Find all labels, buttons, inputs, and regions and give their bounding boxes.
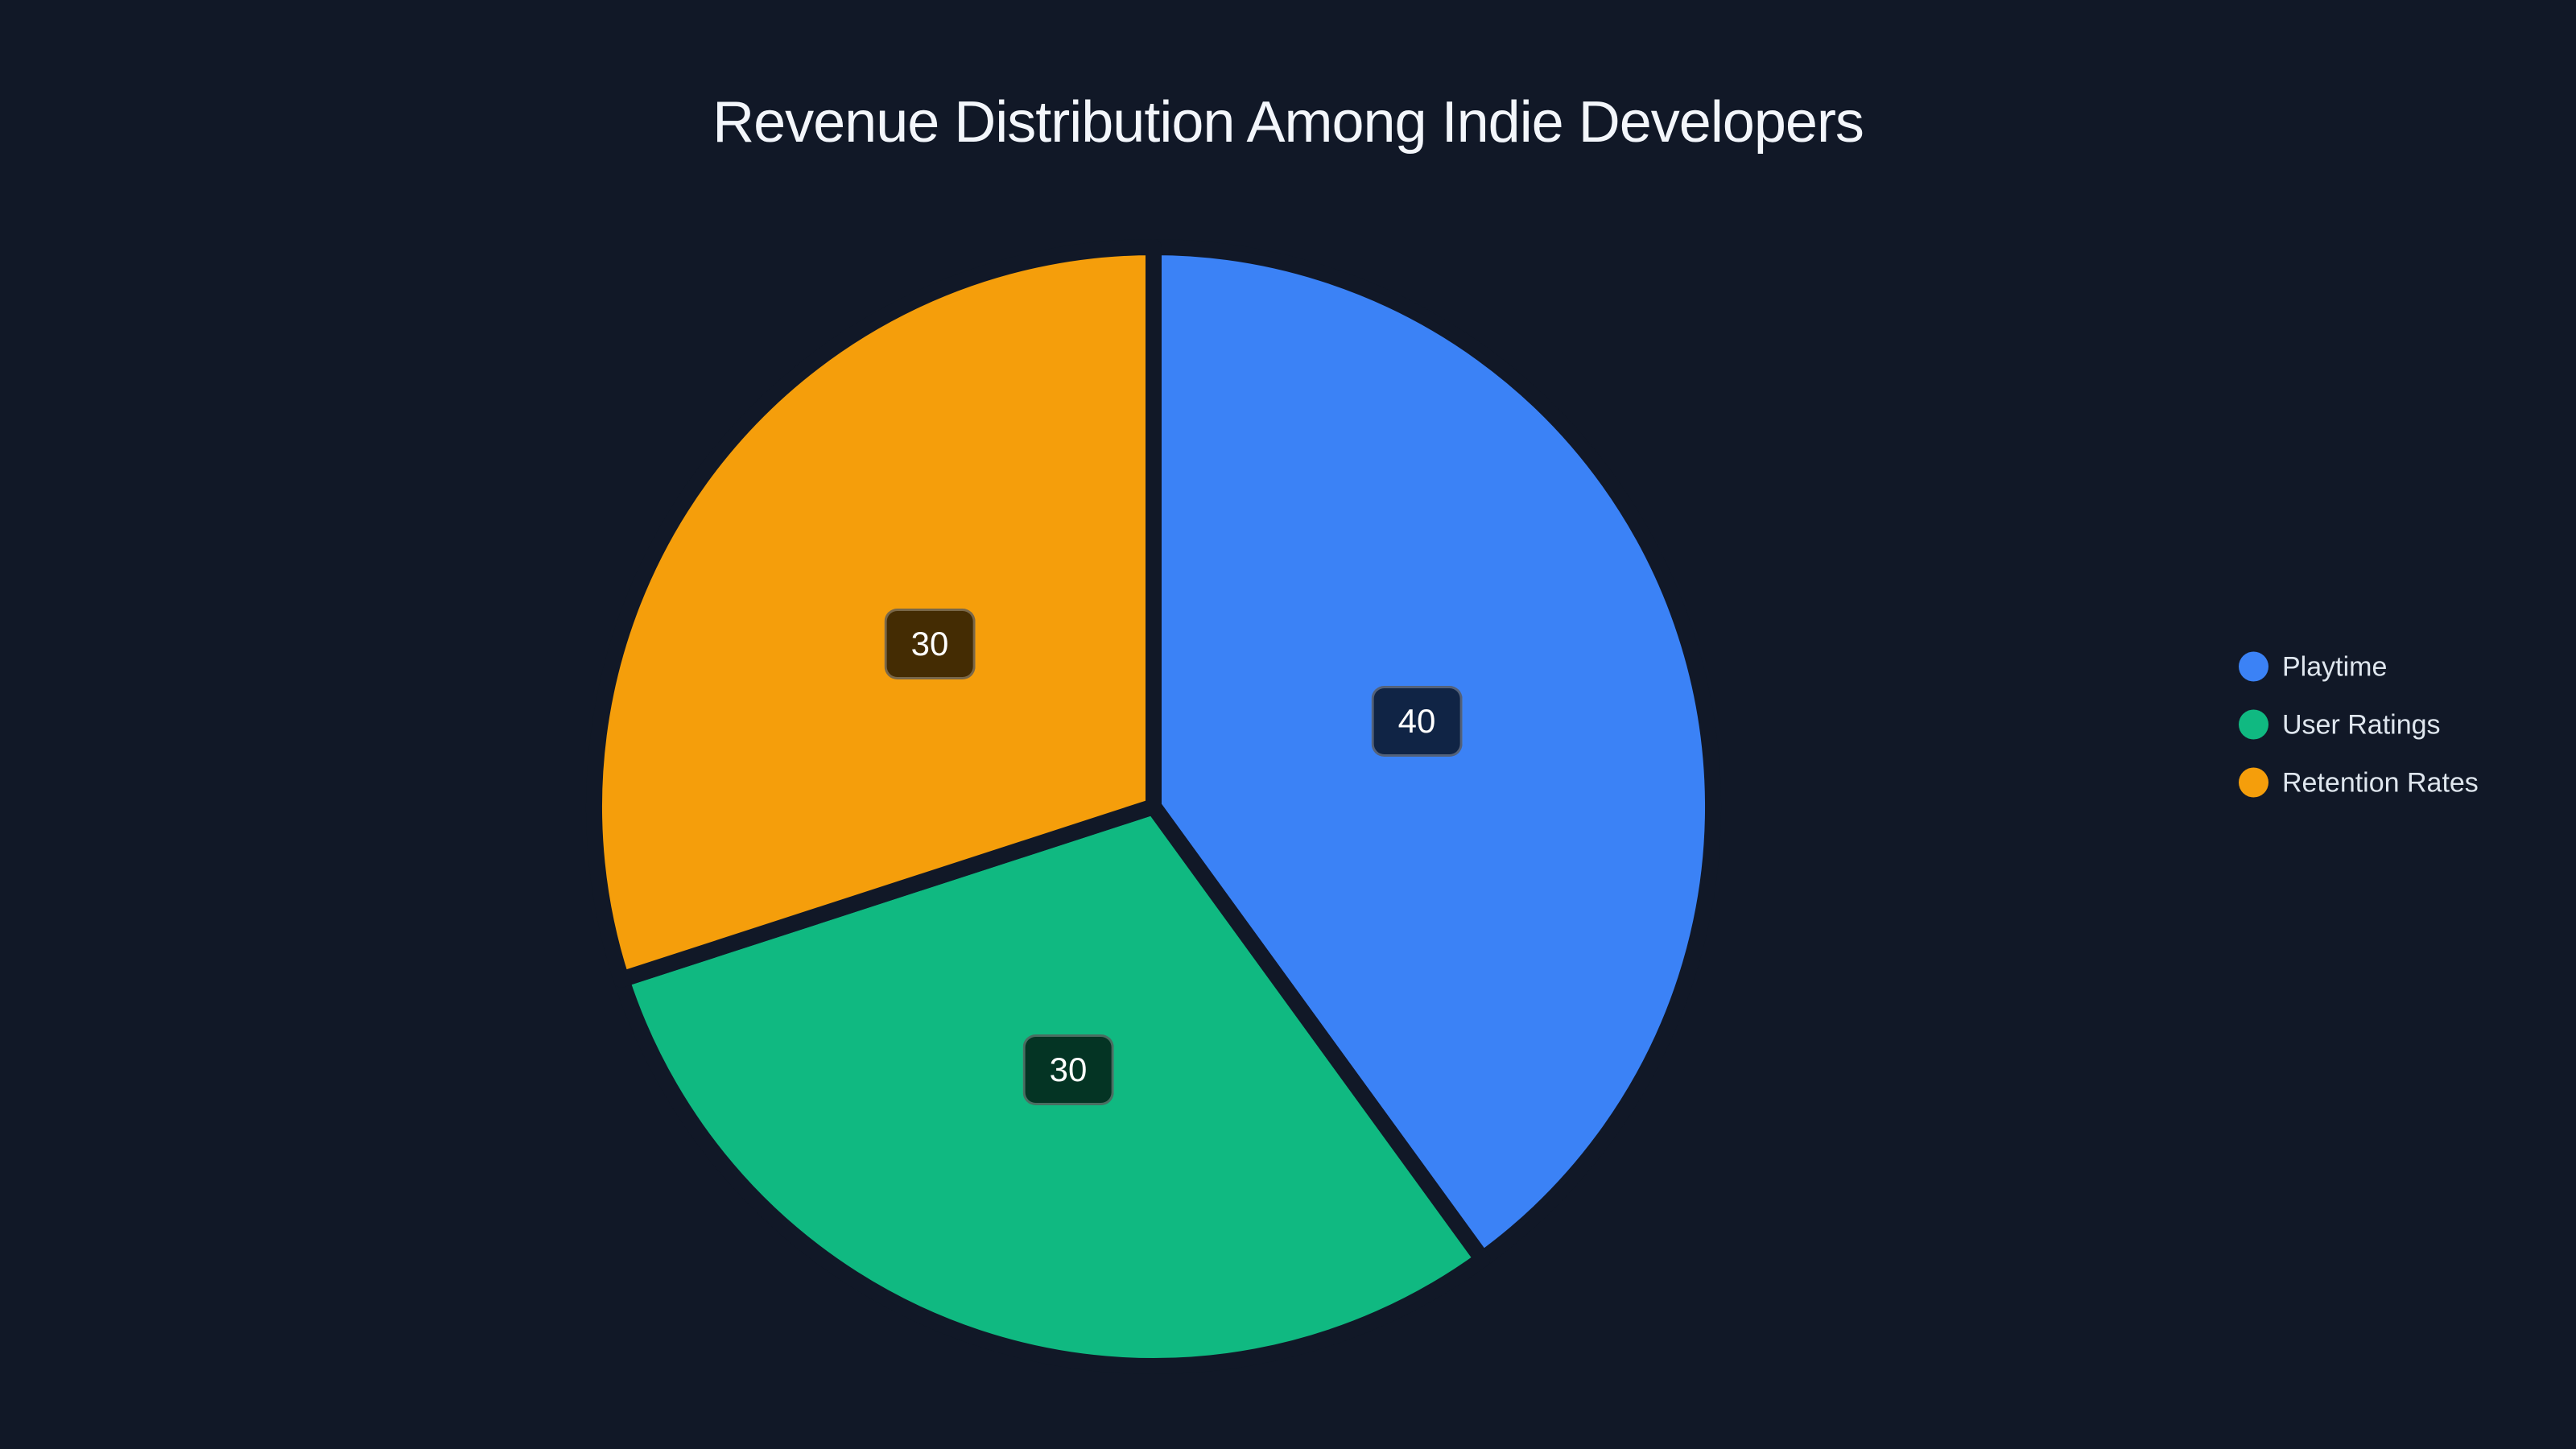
legend-marker-icon <box>2239 651 2268 682</box>
legend: Playtime User Ratings Retention Rates <box>2239 651 2479 798</box>
legend-item-label: Playtime <box>2282 651 2388 682</box>
slice-value-label-user-ratings: 30 <box>1022 1034 1114 1105</box>
legend-marker-icon <box>2239 709 2268 740</box>
legend-item-label: Retention Rates <box>2282 767 2479 798</box>
legend-marker-icon <box>2239 767 2268 798</box>
slice-value-label-retention-rates: 30 <box>884 609 976 679</box>
legend-item-playtime[interactable]: Playtime <box>2239 651 2479 682</box>
slice-value-label-playtime: 40 <box>1371 686 1463 757</box>
chart-title: Revenue Distribution Among Indie Develop… <box>712 90 1864 155</box>
legend-item-label: User Ratings <box>2282 709 2441 740</box>
pie-slice-retention-rates[interactable] <box>585 239 1162 988</box>
legend-item-user-ratings[interactable]: User Ratings <box>2239 709 2479 740</box>
legend-item-retention-rates[interactable]: Retention Rates <box>2239 767 2479 798</box>
